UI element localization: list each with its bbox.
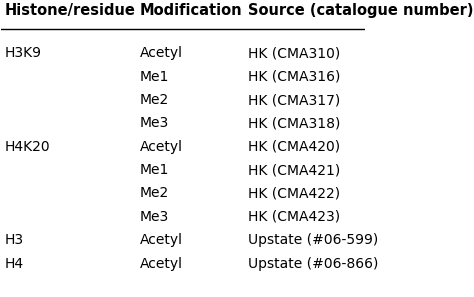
Text: Upstate (#06-599): Upstate (#06-599): [248, 233, 379, 247]
Text: HK (CMA316): HK (CMA316): [248, 70, 341, 84]
Text: HK (CMA310): HK (CMA310): [248, 46, 341, 60]
Text: H3K9: H3K9: [5, 46, 42, 60]
Text: Me1: Me1: [139, 163, 169, 177]
Text: HK (CMA421): HK (CMA421): [248, 163, 341, 177]
Text: H3: H3: [5, 233, 24, 247]
Text: Me2: Me2: [139, 93, 169, 107]
Text: Acetyl: Acetyl: [139, 257, 182, 271]
Text: Me2: Me2: [139, 187, 169, 200]
Text: Me3: Me3: [139, 116, 169, 130]
Text: HK (CMA423): HK (CMA423): [248, 210, 340, 224]
Text: Acetyl: Acetyl: [139, 233, 182, 247]
Text: HK (CMA317): HK (CMA317): [248, 93, 341, 107]
Text: HK (CMA422): HK (CMA422): [248, 187, 340, 200]
Text: HK (CMA318): HK (CMA318): [248, 116, 341, 130]
Text: Me3: Me3: [139, 210, 169, 224]
Text: HK (CMA420): HK (CMA420): [248, 140, 340, 154]
Text: H4: H4: [5, 257, 24, 271]
Text: Acetyl: Acetyl: [139, 140, 182, 154]
Text: Modification: Modification: [139, 3, 242, 18]
Text: Me1: Me1: [139, 70, 169, 84]
Text: Acetyl: Acetyl: [139, 46, 182, 60]
Text: H4K20: H4K20: [5, 140, 51, 154]
Text: Upstate (#06-866): Upstate (#06-866): [248, 257, 379, 271]
Text: Source (catalogue number): Source (catalogue number): [248, 3, 474, 18]
Text: Histone/residue: Histone/residue: [5, 3, 136, 18]
